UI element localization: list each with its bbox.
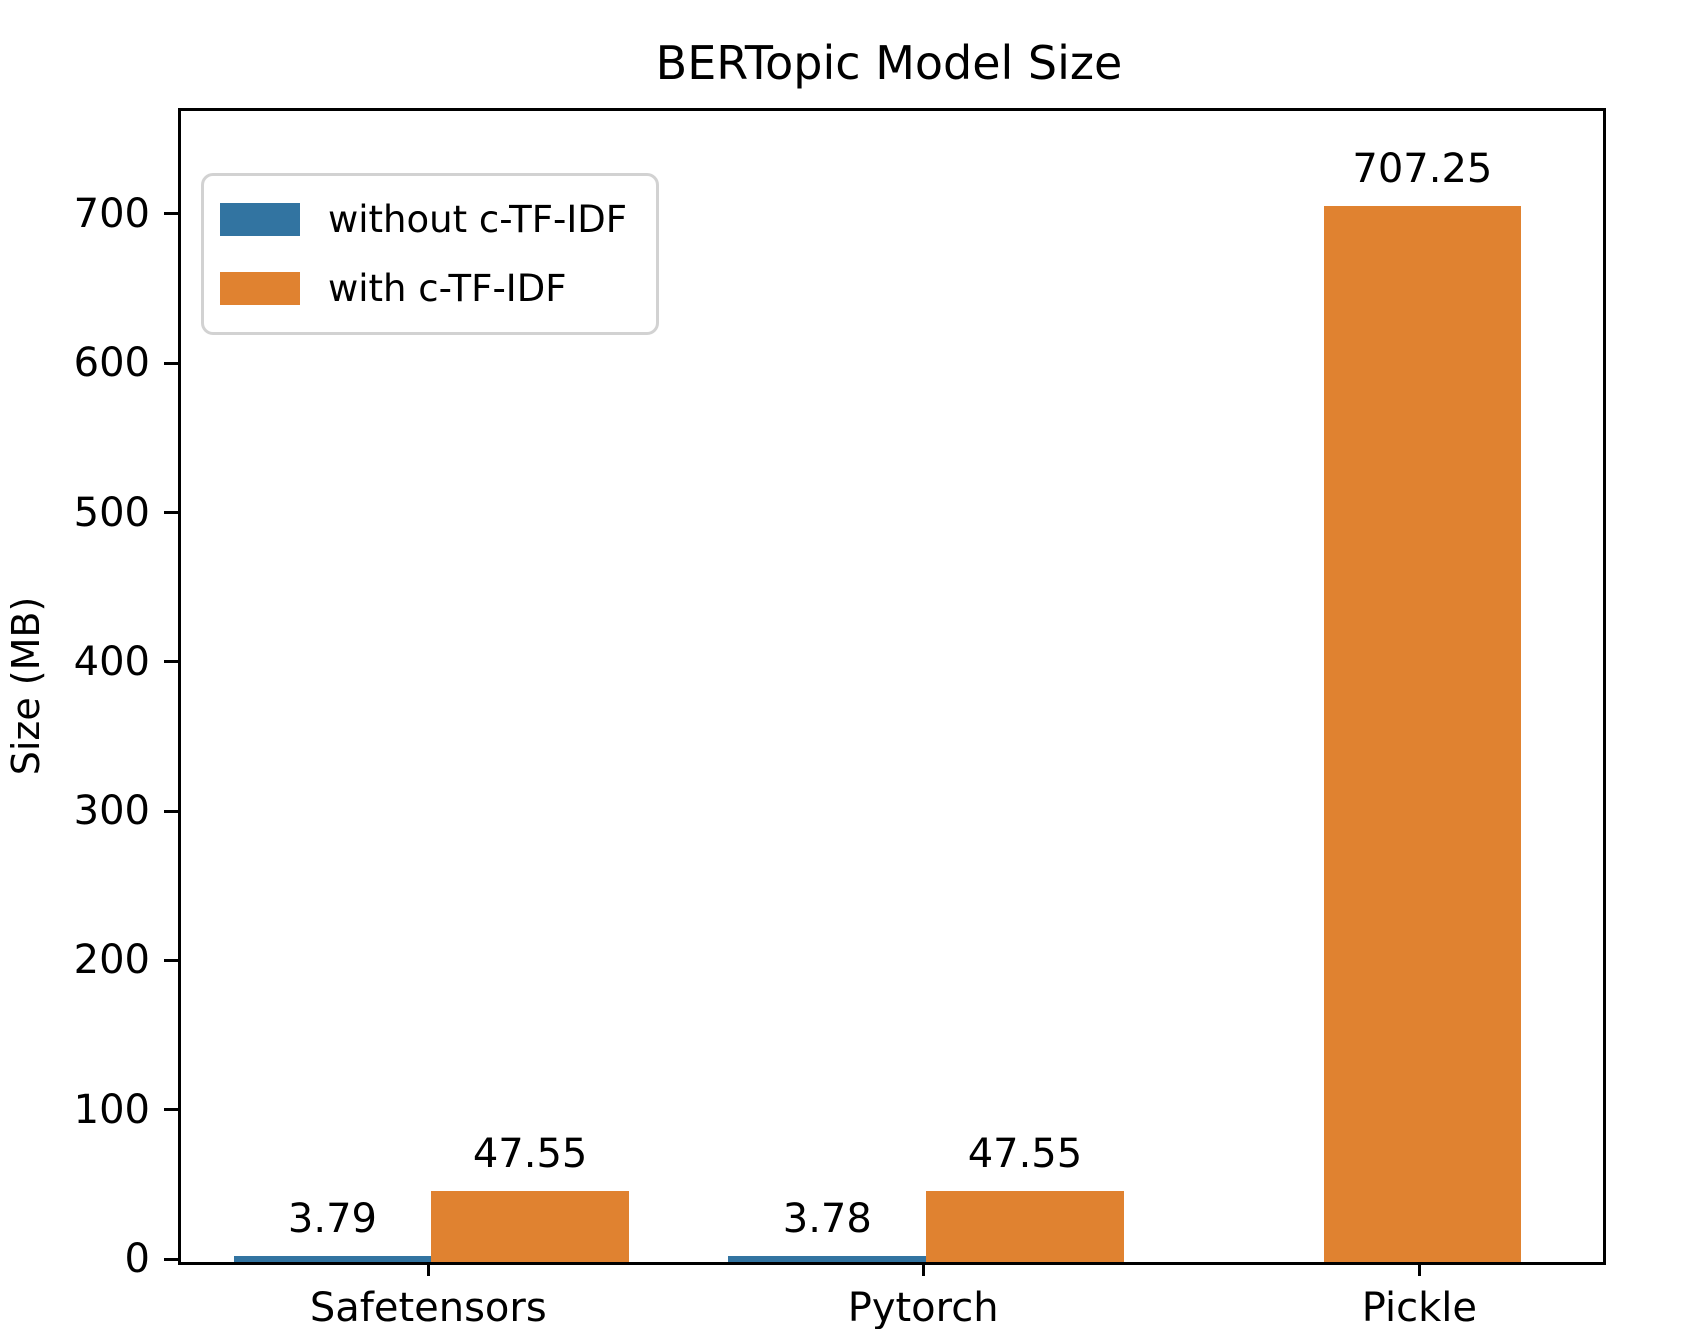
legend-item-with-ctfidf: with c-TF-IDF: [220, 267, 632, 310]
legend: without c-TF-IDF with c-TF-IDF: [201, 173, 659, 335]
chart-title: BERTopic Model Size: [655, 36, 1123, 90]
y-tick-label-700: 700: [73, 190, 150, 237]
y-tick-label-300: 300: [73, 788, 150, 835]
legend-label-with-ctfidf: with c-TF-IDF: [328, 267, 567, 310]
bar-pytorch-with-ctfidf: [926, 1191, 1124, 1262]
bar-value-label-pytorch-without-ctfidf: 3.78: [782, 1196, 872, 1243]
bar-value-label-safetensors-without-ctfidf: 3.79: [287, 1196, 377, 1243]
x-tick-mark-pickle: [1417, 1262, 1421, 1276]
legend-label-without-ctfidf: without c-TF-IDF: [328, 198, 628, 241]
x-tick-label-safetensors: Safetensors: [309, 1285, 547, 1329]
y-tick-label-400: 400: [73, 638, 150, 685]
y-tick-mark-0: [164, 1257, 178, 1261]
y-tick-label-500: 500: [73, 489, 150, 536]
y-tick-label-600: 600: [73, 340, 150, 387]
x-tick-mark-pytorch: [921, 1262, 925, 1276]
y-tick-label-0: 0: [124, 1236, 150, 1282]
plot-area: 3.79 47.55 3.78 47.55 707.25 without c-TF-ID…: [178, 108, 1606, 1265]
bar-safetensors-without-ctfidf: [233, 1256, 432, 1262]
y-tick-label-100: 100: [73, 1086, 150, 1133]
y-tick-mark-100: [164, 1108, 178, 1112]
y-tick-mark-700: [164, 212, 178, 216]
bar-safetensors-with-ctfidf: [431, 1191, 629, 1262]
bar-value-label-pickle-with-ctfidf: 707.25: [1352, 146, 1493, 193]
bar-pickle-with-ctfidf: [1323, 206, 1522, 1262]
x-tick-label-pickle: Pickle: [1361, 1285, 1478, 1329]
y-tick-label-200: 200: [73, 937, 150, 984]
x-tick-mark-safetensors: [426, 1262, 430, 1276]
y-tick-mark-300: [164, 809, 178, 813]
y-tick-mark-600: [164, 361, 178, 365]
bar-value-label-pytorch-with-ctfidf: 47.55: [967, 1131, 1083, 1178]
bar-pytorch-without-ctfidf: [728, 1256, 927, 1262]
legend-item-without-ctfidf: without c-TF-IDF: [220, 198, 632, 241]
y-tick-mark-200: [164, 958, 178, 962]
y-tick-mark-400: [164, 660, 178, 664]
x-tick-label-pytorch: Pytorch: [847, 1285, 999, 1329]
legend-swatch-orange-icon: [220, 272, 300, 305]
bar-value-label-safetensors-with-ctfidf: 47.55: [472, 1131, 588, 1178]
legend-swatch-blue-icon: [220, 203, 300, 236]
y-tick-mark-500: [164, 511, 178, 515]
